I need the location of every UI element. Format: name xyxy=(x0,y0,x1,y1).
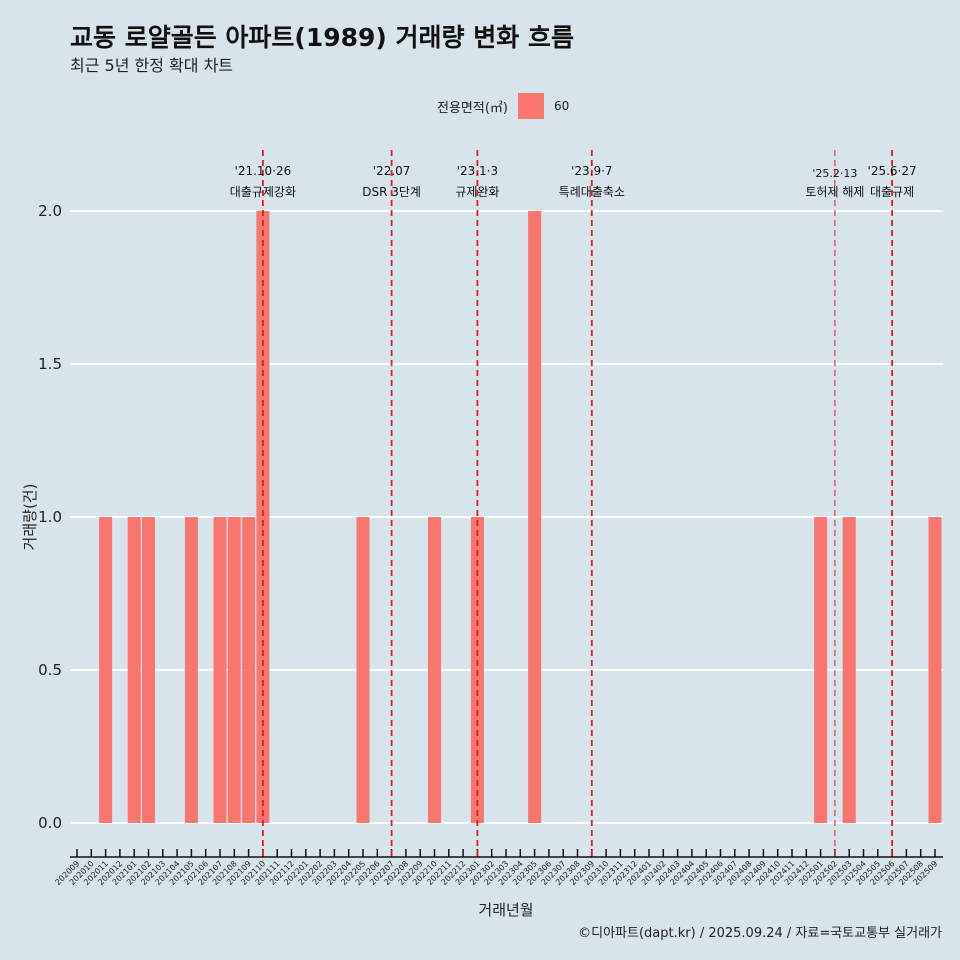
y-axis-title: 거래량(건) xyxy=(21,484,39,551)
y-tick-label: 0.5 xyxy=(38,661,62,679)
bar xyxy=(227,517,241,823)
bar xyxy=(256,211,270,823)
bar xyxy=(428,517,441,823)
event-date: '23.9·7 xyxy=(571,164,612,178)
legend-swatch xyxy=(517,93,544,119)
bar xyxy=(184,517,198,823)
event-date: '25.2·13 xyxy=(812,167,857,180)
bar xyxy=(842,517,856,823)
bar xyxy=(99,517,113,823)
bar xyxy=(127,517,141,823)
y-tick-label: 1.0 xyxy=(38,508,62,526)
event-label: 규제완화 xyxy=(455,185,499,199)
y-tick-label: 1.5 xyxy=(38,355,62,373)
legend: 전용면적(㎡) 60 xyxy=(437,93,569,119)
event-label: 특례대출축소 xyxy=(559,185,625,199)
y-tick-label: 0.0 xyxy=(38,814,62,832)
chart-subtitle: 최근 5년 한정 확대 차트 xyxy=(70,56,234,75)
y-tick-label: 2.0 xyxy=(38,202,62,220)
bar xyxy=(242,517,256,823)
bar xyxy=(213,517,227,823)
event-date: '25.6·27 xyxy=(868,164,917,178)
caption: ©디아파트(dapt.kr) / 2025.09.24 / 자료=국토교통부 실… xyxy=(578,926,942,941)
event-label: 대출규제강화 xyxy=(230,185,296,199)
event-label: 대출규제 xyxy=(870,185,914,199)
legend-label: 60 xyxy=(553,99,570,113)
bar xyxy=(142,517,155,823)
bar xyxy=(814,517,828,823)
event-date: '22.07 xyxy=(373,164,411,178)
bar xyxy=(928,517,942,823)
bar xyxy=(528,211,542,823)
event-label: DSR 3단계 xyxy=(362,185,421,199)
bar xyxy=(356,517,370,823)
event-date: '23.1·3 xyxy=(457,164,498,178)
event-label: 토허제 해제 xyxy=(805,185,864,199)
x-axis-title: 거래년월 xyxy=(478,901,533,919)
event-date: '21.10·26 xyxy=(235,164,292,178)
chart-title: 교동 로얄골든 아파트(1989) 거래량 변화 흐름 xyxy=(70,23,574,52)
legend-title: 전용면적(㎡) xyxy=(437,100,508,116)
